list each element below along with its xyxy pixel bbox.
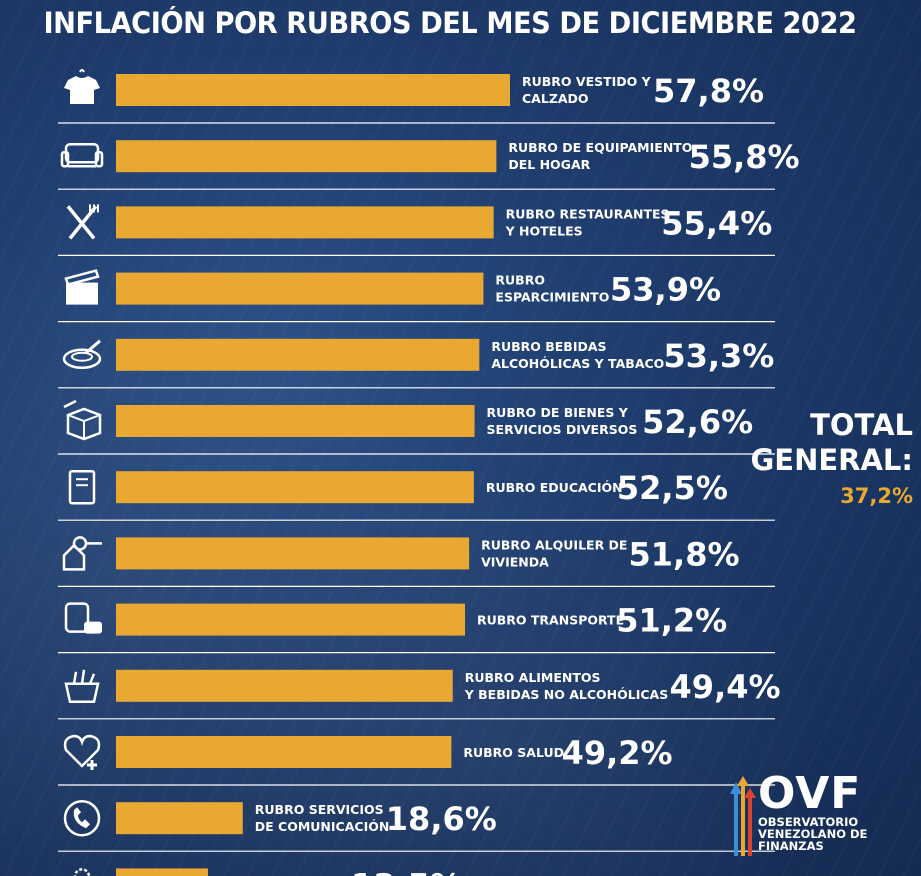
logo-arrows-icon [730,776,756,856]
bar-row: RUBRO ALIMENTOS Y BEBIDAS NO ALCOHÓLICAS 4… [58,668,781,720]
category-label: RUBRO SERVICIOS DE COMUNICACIÓN [255,802,390,834]
value-label: 52,6% [642,403,753,441]
ashtray-icon [62,339,102,370]
bus-car-icon [64,602,102,634]
logo-name: OVF [758,768,862,819]
category-label-line: DE COMUNICACIÓN [255,819,390,834]
total-label-line2: GENERAL: [750,443,913,477]
bar [116,338,480,371]
value-label: 55,8% [689,138,800,176]
house-key-icon [62,536,102,571]
category-label: RUBRO ALIMENTOS Y BEBIDAS NO ALCOHÓLICAS [464,670,669,702]
tshirt-icon [64,69,100,104]
value-label: 51,8% [629,535,740,573]
chart-title: INFLACIÓN POR RUBROS DEL MES DE DICIEMBR… [43,6,857,40]
bar-row: RUBRO SERVICIOS13,5% [73,866,462,876]
category-label-line: RUBRO BEBIDAS [491,339,606,354]
category-label: RUBRO DE EQUIPAMIENTO DEL HOGAR [508,140,692,172]
category-label-line: RUBRO [495,273,545,288]
category-label: RUBRO EDUCACIÓN [486,480,623,495]
category-label: RUBRO RESTAURANTES Y HOTELES [505,206,670,238]
category-label: RUBRO BEBIDAS ALCOHÓLICAS Y TABACO [491,339,664,371]
value-label: 49,2% [562,734,673,772]
bar [116,802,243,835]
category-label: RUBRO TRANSPORTE [477,613,624,628]
bar [116,74,510,106]
category-label: RUBRO VESTIDO Y CALZADO [522,74,652,106]
logo-subtitle: OBSERVATORIO VENEZOLANO DE FINANZAS [758,816,867,852]
logo-line2: VENEZOLANO DE [758,827,868,841]
value-label: 52,5% [617,469,728,507]
bar [116,868,209,876]
category-label-line: DEL HOGAR [508,157,590,172]
category-label-line: RUBRO DE BIENES Y [487,405,629,420]
category-label-line: RUBRO TRANSPORTE [477,613,624,628]
value-label: 49,4% [670,668,781,706]
bar-row: RUBRO BEBIDAS ALCOHÓLICAS Y TABACO 53,3% [58,337,775,389]
bar-row: RUBRO DE BIENES Y SERVICIOS DIVERSOS 52,6% [58,399,775,455]
bar [116,206,494,239]
fork-knife-icon [66,204,99,240]
category-label-line: RUBRO EDUCACIÓN [486,480,623,495]
total-value: 37,2% [840,484,913,508]
logo-line3: FINANZAS [758,839,824,853]
category-label-line: RUBRO DE EQUIPAMIENTO [508,140,692,155]
value-label: 13,5% [351,866,462,876]
gear-hand-icon [73,868,91,876]
ovf-logo: OVF OBSERVATORIO VENEZOLANO DE FINANZAS [730,768,910,860]
value-label: 53,3% [663,337,774,375]
category-label-line: RUBRO ALIMENTOS [465,670,601,685]
bar-row: RUBRO RESTAURANTES Y HOTELES 55,4% [58,204,775,256]
bar [116,405,475,437]
value-label: 18,6% [386,800,497,838]
category-label-line: SERVICIOS DIVERSOS [487,422,638,437]
bar-row: RUBRO DE EQUIPAMIENTO DEL HOGAR 55,8% [58,138,800,190]
heart-health-icon [63,734,101,770]
value-label: 51,2% [616,602,727,640]
category-label-line: ESPARCIMIENTO [495,290,609,305]
category-label-line: RUBRO SERVICIOS [255,802,384,817]
value-label: 55,4% [661,204,772,242]
category-label-line: Y BEBIDAS NO ALCOHÓLICAS [464,687,669,702]
category-label-line: CALZADO [522,91,589,106]
box-icon [63,399,102,441]
total-general: TOTAL GENERAL: 37,2% [750,408,913,508]
bar-row: RUBRO ESPARCIMIENTO 53,9% [58,269,775,323]
value-label: 53,9% [610,271,721,309]
logo-line1: OBSERVATORIO [758,815,859,829]
category-label-line: VIVIENDA [481,554,549,569]
category-label: RUBRO ALQUILER DE VIVIENDA [481,537,627,569]
category-label: RUBRO SALUD [463,745,564,760]
bar-row: RUBRO VESTIDO Y CALZADO 57,8% [58,69,775,124]
bar [116,603,466,636]
book-icon [68,469,96,505]
grocery-basket-icon [64,669,100,704]
value-label: 57,8% [653,72,764,110]
category-label-line: Y HOTELES [505,223,583,238]
category-label-line: RUBRO VESTIDO Y [522,74,652,89]
category-label: RUBRO DE BIENES Y SERVICIOS DIVERSOS [487,405,638,437]
category-label-line: RUBRO SALUD [463,745,564,760]
bar [116,140,497,173]
bar [116,272,484,305]
bar [116,669,453,702]
clapperboard-icon [64,269,100,305]
bar [116,537,470,570]
category-label-line: RUBRO ALQUILER DE [481,537,627,552]
category-label-line: RUBRO RESTAURANTES [506,206,670,221]
bar [116,471,474,504]
bar [116,736,452,768]
total-label-line1: TOTAL [810,408,913,442]
category-label: RUBRO ESPARCIMIENTO [495,273,609,305]
phone-icon [63,799,101,837]
bar-row: RUBRO ALQUILER DE VIVIENDA 51,8% [58,535,775,588]
sofa-icon [60,142,104,168]
category-label-line: ALCOHÓLICAS Y TABACO [491,356,664,371]
